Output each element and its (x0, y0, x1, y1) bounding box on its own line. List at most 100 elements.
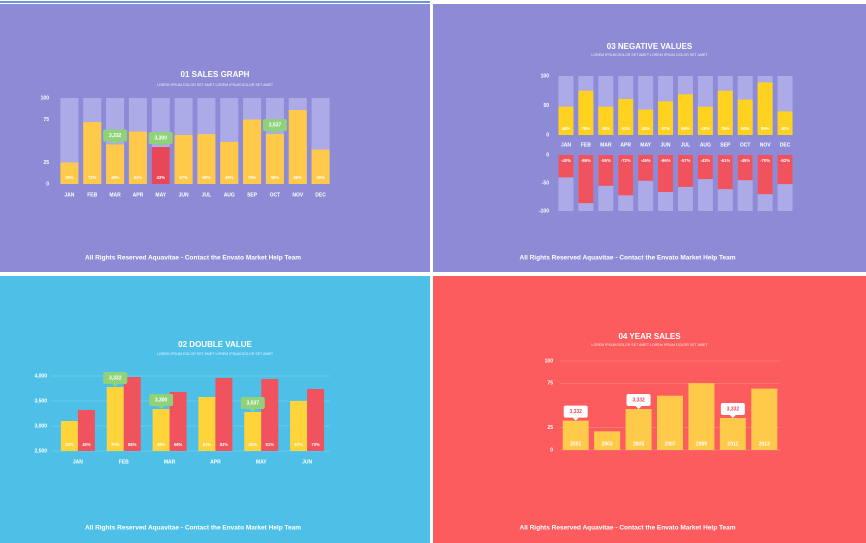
x-tick-label: MAY (256, 459, 267, 465)
callout-label: 3,300 (155, 397, 168, 403)
x-tick-label: FEB (119, 459, 129, 465)
y-tick-label: 50 (543, 103, 549, 109)
x-tick-label: MAY (155, 192, 166, 198)
x-tick-label: OCT (740, 142, 751, 148)
bar (261, 379, 279, 451)
value-label: 45% (249, 442, 258, 447)
callout-pointer (157, 144, 164, 148)
x-tick-label: JAN (64, 192, 74, 198)
footer: All Rights Reserved Aquavitae - Contact … (520, 525, 736, 532)
value-label: -70% (760, 158, 770, 163)
x-tick-label: MAR (109, 192, 121, 198)
bar (558, 155, 574, 178)
bar (243, 119, 262, 184)
callout (148, 132, 173, 145)
bar (638, 155, 654, 181)
x-tick-label: DEC (780, 142, 791, 148)
bar (717, 155, 733, 190)
bar (598, 155, 614, 186)
value-label: -52% (780, 158, 790, 163)
callout-pointer (112, 384, 119, 387)
footer: All Rights Reserved Aquavitae - Contact … (85, 525, 301, 532)
bar (128, 131, 147, 184)
bar (677, 94, 693, 135)
bar (83, 122, 102, 184)
chart-title: 04 YEAR SALES (618, 332, 681, 341)
chart-subtitle: LOREM IPSUM DOLOR SET AMET LOREM IPSUM D… (591, 53, 708, 57)
bar (60, 421, 78, 451)
chart-title: 03 NEGATIVE VALUES (607, 42, 693, 51)
value-label: 61% (203, 442, 212, 447)
x-tick-label: SEP (247, 192, 258, 198)
bar (151, 147, 170, 184)
y-tick-label: 75 (43, 117, 49, 123)
value-label: 57% (294, 442, 303, 447)
callout (240, 397, 265, 409)
value-label: 72% (88, 175, 97, 180)
bar (697, 106, 713, 135)
x-tick-label: 2001 (570, 441, 581, 447)
bar (757, 82, 773, 135)
x-tick-label: NOV (760, 142, 772, 148)
x-tick-label: FEB (87, 192, 97, 198)
value-label: 70% (311, 442, 320, 447)
value-label: 25% (65, 175, 74, 180)
bar (594, 431, 621, 450)
bar (598, 106, 614, 135)
x-tick-label: FEB (581, 142, 591, 148)
bar (77, 410, 95, 451)
bar (307, 389, 325, 451)
x-tick-label: JUL (202, 192, 211, 198)
value-label: -72% (621, 158, 631, 163)
bar (215, 378, 233, 451)
bar (658, 155, 674, 192)
y-tick-label: 100 (41, 95, 50, 101)
y-tick-label: 0 (546, 132, 549, 138)
y-tick-label: 3,000 (34, 423, 47, 429)
value-label: 43% (641, 126, 650, 131)
bar (638, 109, 654, 135)
y-tick-label: 2,500 (34, 448, 47, 454)
bar (578, 90, 594, 135)
x-tick-label: APR (620, 142, 631, 148)
value-label: -40% (561, 158, 571, 163)
value-label: 40% (781, 126, 790, 131)
value-label: -86% (581, 158, 591, 163)
bar (757, 155, 773, 195)
y-tick-label: 25 (547, 425, 553, 431)
footer: All Rights Reserved Aquavitae - Contact … (85, 255, 301, 262)
bar (777, 111, 793, 135)
callout-pointer (249, 409, 256, 412)
bar (558, 106, 574, 135)
chart-title: 02 DOUBLE VALUE (178, 340, 252, 349)
x-tick-label: JAN (561, 142, 571, 148)
bar (169, 392, 187, 451)
x-tick-label: JUN (179, 192, 189, 198)
x-tick-label: 2003 (602, 441, 613, 447)
callout (626, 394, 651, 407)
x-tick-label: DEC (315, 192, 326, 198)
x-tick-label: 2005 (633, 441, 644, 447)
y-tick-label: 0 (550, 447, 553, 453)
value-label: 48% (562, 126, 571, 131)
value-label: 61% (134, 175, 143, 180)
panel: 04 YEAR SALES LOREM IPSUM DOLOR SET AMET … (433, 276, 866, 543)
x-tick-label: JUN (661, 142, 671, 148)
value-label: 58% (202, 175, 211, 180)
footer: All Rights Reserved Aquavitae - Contact … (520, 255, 736, 262)
callout-label: 3,537 (246, 400, 259, 406)
bar (677, 155, 693, 187)
callout (149, 394, 174, 406)
bar (717, 90, 733, 135)
bar (152, 409, 170, 451)
y-tick-label: 75 (547, 381, 553, 387)
x-tick-label: MAR (600, 142, 612, 148)
chart-subtitle: LOREM IPSUM DOLOR SET AMET LOREM IPSUM D… (157, 83, 274, 87)
callout-label: 3,332 (569, 409, 582, 415)
x-tick-label: JUL (681, 142, 690, 148)
value-label: 89% (761, 126, 770, 131)
callout-label: 3,332 (727, 406, 740, 412)
x-tick-label: OCT (270, 192, 281, 198)
y-tick-label: 0 (46, 181, 49, 187)
